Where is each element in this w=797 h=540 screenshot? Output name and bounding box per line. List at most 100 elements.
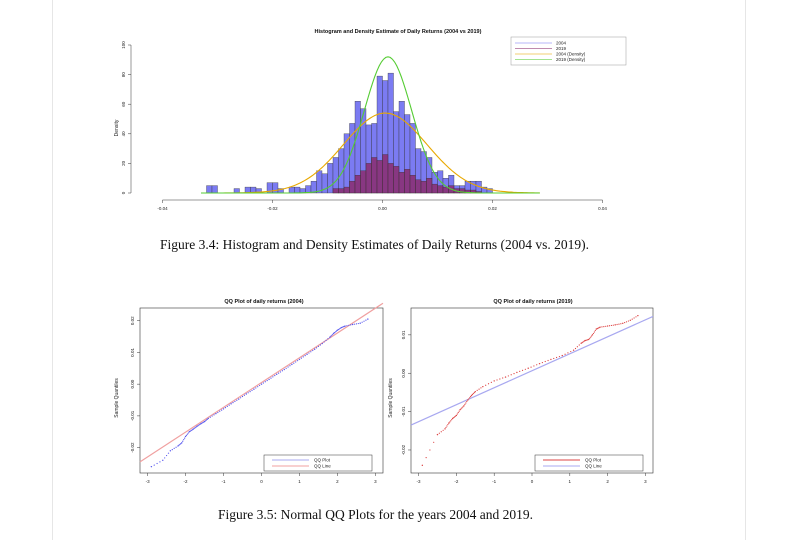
qq-point: [306, 353, 308, 356]
chart-title: QQ Plot of daily returns (2019): [493, 299, 572, 305]
x-tick-label: -1: [222, 479, 226, 484]
x-tick-label: -3: [417, 479, 421, 484]
y-tick-label: 20: [121, 160, 126, 166]
qq-point: [268, 378, 270, 381]
qq-point: [296, 360, 299, 362]
qq-point: [193, 427, 195, 430]
qq-point: [564, 353, 566, 355]
qq-point: [631, 318, 633, 320]
qq-point: [536, 364, 538, 366]
qq-point: [622, 322, 624, 325]
x-tick-label: 3: [374, 479, 377, 484]
qq-point: [213, 414, 215, 416]
qq-point: [245, 393, 248, 395]
qq-point: [465, 402, 467, 404]
qq-point: [298, 358, 301, 361]
qq-point: [308, 352, 310, 354]
qq-point: [576, 346, 578, 348]
qq-point: [238, 398, 240, 400]
qq-point: [173, 447, 175, 450]
qq-point: [266, 379, 268, 382]
qq-point: [281, 370, 283, 372]
qq-point: [583, 340, 585, 342]
qq-point: [363, 320, 365, 322]
legend-label: QQ Plot: [585, 458, 602, 463]
qq-point: [456, 413, 458, 415]
qq-point: [469, 396, 472, 398]
qq-point: [450, 420, 452, 422]
qq-point: [291, 363, 293, 366]
qq-point: [259, 384, 261, 387]
x-tick-label: 2: [606, 479, 609, 484]
qq-point: [162, 459, 164, 462]
qq-point: [499, 378, 501, 380]
qq-point: [217, 411, 219, 414]
density-curve: [201, 112, 540, 194]
qq-point: [538, 362, 541, 365]
qq-point: [257, 386, 259, 388]
qq-point: [596, 328, 598, 330]
qq-point: [580, 342, 582, 345]
qq-point: [209, 416, 211, 418]
qq-point: [232, 402, 234, 404]
qq-point: [164, 457, 166, 459]
qq-point: [289, 365, 291, 367]
qq-point: [541, 361, 543, 364]
qq-point: [507, 375, 509, 377]
qq-point: [624, 321, 626, 324]
y-axis-label: Density: [114, 119, 120, 136]
qq-point: [438, 432, 440, 434]
qq-point: [182, 440, 184, 442]
qq-point: [490, 381, 492, 383]
qq-point: [251, 389, 253, 392]
qq-point: [247, 392, 249, 394]
legend-label: QQ Line: [314, 464, 331, 469]
qq-point: [440, 431, 442, 433]
qq-point: [221, 409, 223, 411]
qq-point: [313, 348, 316, 350]
qq-point: [470, 394, 473, 397]
qq-point: [365, 319, 367, 321]
qq-point: [595, 328, 597, 330]
qq-point: [338, 328, 340, 330]
x-tick-label: -1: [492, 479, 496, 484]
qq-point: [159, 461, 161, 463]
qq-point: [425, 457, 427, 459]
qq-point: [567, 352, 569, 354]
qq-point: [325, 339, 327, 341]
y-tick-label: 0.02: [130, 316, 135, 325]
y-tick-label: -0.02: [130, 442, 135, 453]
qq-point: [612, 324, 614, 326]
qq-point: [637, 314, 639, 317]
qq-point: [178, 444, 180, 446]
qq-point: [429, 449, 431, 451]
qq-line: [410, 315, 654, 426]
qq-point: [202, 421, 205, 423]
qq-point: [574, 347, 577, 350]
x-tick-label: 3: [644, 479, 647, 484]
qq-point: [478, 388, 480, 390]
qq-point: [530, 366, 532, 368]
qq-point: [353, 323, 356, 325]
qq-point: [468, 398, 470, 400]
figure-caption-3-5: Figure 3.5: Normal QQ Plots for the year…: [218, 507, 533, 522]
y-tick-label: 0: [121, 191, 126, 194]
qq-point: [199, 423, 201, 426]
density-curve: [201, 56, 540, 194]
qq-point: [581, 342, 583, 344]
qq-point: [457, 411, 459, 414]
qq-plot-2019: QQ Plot of daily returns (2019) Sample Q…: [388, 299, 654, 484]
qq-point: [332, 332, 335, 335]
qq-point: [205, 419, 208, 421]
qq-point: [592, 332, 595, 335]
x-tick-label: 0.04: [598, 206, 607, 211]
qq-point: [616, 323, 618, 326]
qq-point: [272, 376, 274, 378]
qq-point: [346, 325, 348, 327]
qq-point: [620, 323, 622, 325]
qq-point: [327, 338, 329, 340]
qq-point: [240, 397, 242, 399]
qq-point: [361, 321, 363, 323]
qq-point: [200, 423, 202, 425]
qq-point: [150, 465, 153, 468]
